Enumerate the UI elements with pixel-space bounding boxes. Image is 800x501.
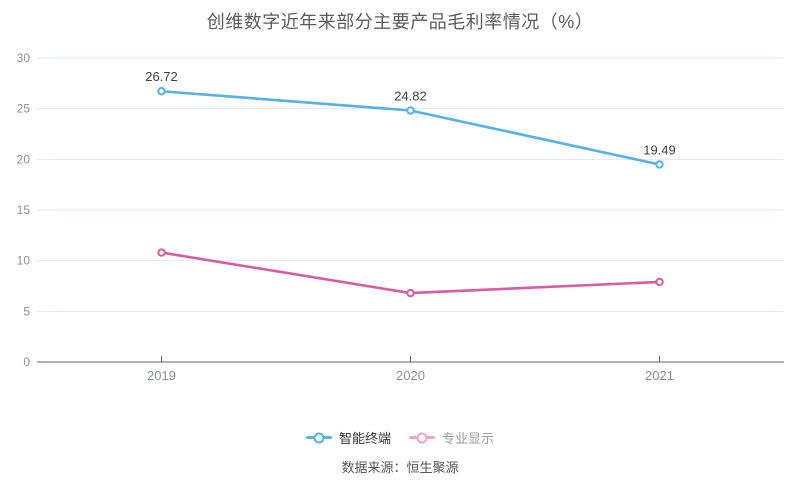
data-point[interactable] [655, 160, 664, 169]
y-axis-tick-label: 20 [17, 152, 31, 166]
data-point[interactable] [406, 288, 415, 298]
x-axis-tick-label: 2019 [147, 368, 176, 383]
legend-item-professional-display[interactable]: 专业显示 [409, 428, 494, 447]
legend-label-smart-terminal: 智能终端 [338, 431, 391, 446]
data-point[interactable] [406, 106, 415, 115]
data-point[interactable] [157, 87, 166, 96]
y-axis-tick-label: 10 [17, 254, 31, 268]
legend-item-smart-terminal[interactable]: 智能终端 [305, 428, 391, 447]
legend-label-professional-display: 专业显示 [442, 431, 495, 446]
line-series-marker-icon [305, 431, 332, 445]
line-series-marker-icon [409, 431, 435, 445]
y-axis-tick-label: 25 [17, 102, 31, 116]
data-source-note: 数据来源：恒生聚源 [341, 460, 459, 475]
y-axis-tick-label: 30 [17, 51, 31, 65]
chart-title: 创维数字近年来部分主要产品毛利率情况（%） [206, 12, 594, 32]
data-point[interactable] [655, 277, 664, 287]
chart-legend: 智能终端 专业显示 [0, 428, 800, 447]
data-point[interactable] [157, 248, 166, 257]
data-point-value-label: 24.82 [394, 88, 427, 103]
data-point-value-label: 26.72 [145, 69, 178, 84]
x-axis-tick-label: 2020 [396, 368, 425, 383]
x-axis-tick-label: 2021 [645, 368, 674, 383]
y-axis-tick-label: 5 [23, 304, 30, 318]
y-axis-tick-label: 0 [23, 355, 30, 369]
line-chart-plot: 0 5 10 15 20 25 30 2019 2020 2021 26.72 24.82 19.49 [17, 51, 784, 383]
y-axis-tick-label: 15 [17, 203, 31, 217]
data-point-value-label: 19.49 [643, 143, 676, 158]
series-line [160, 251, 661, 295]
